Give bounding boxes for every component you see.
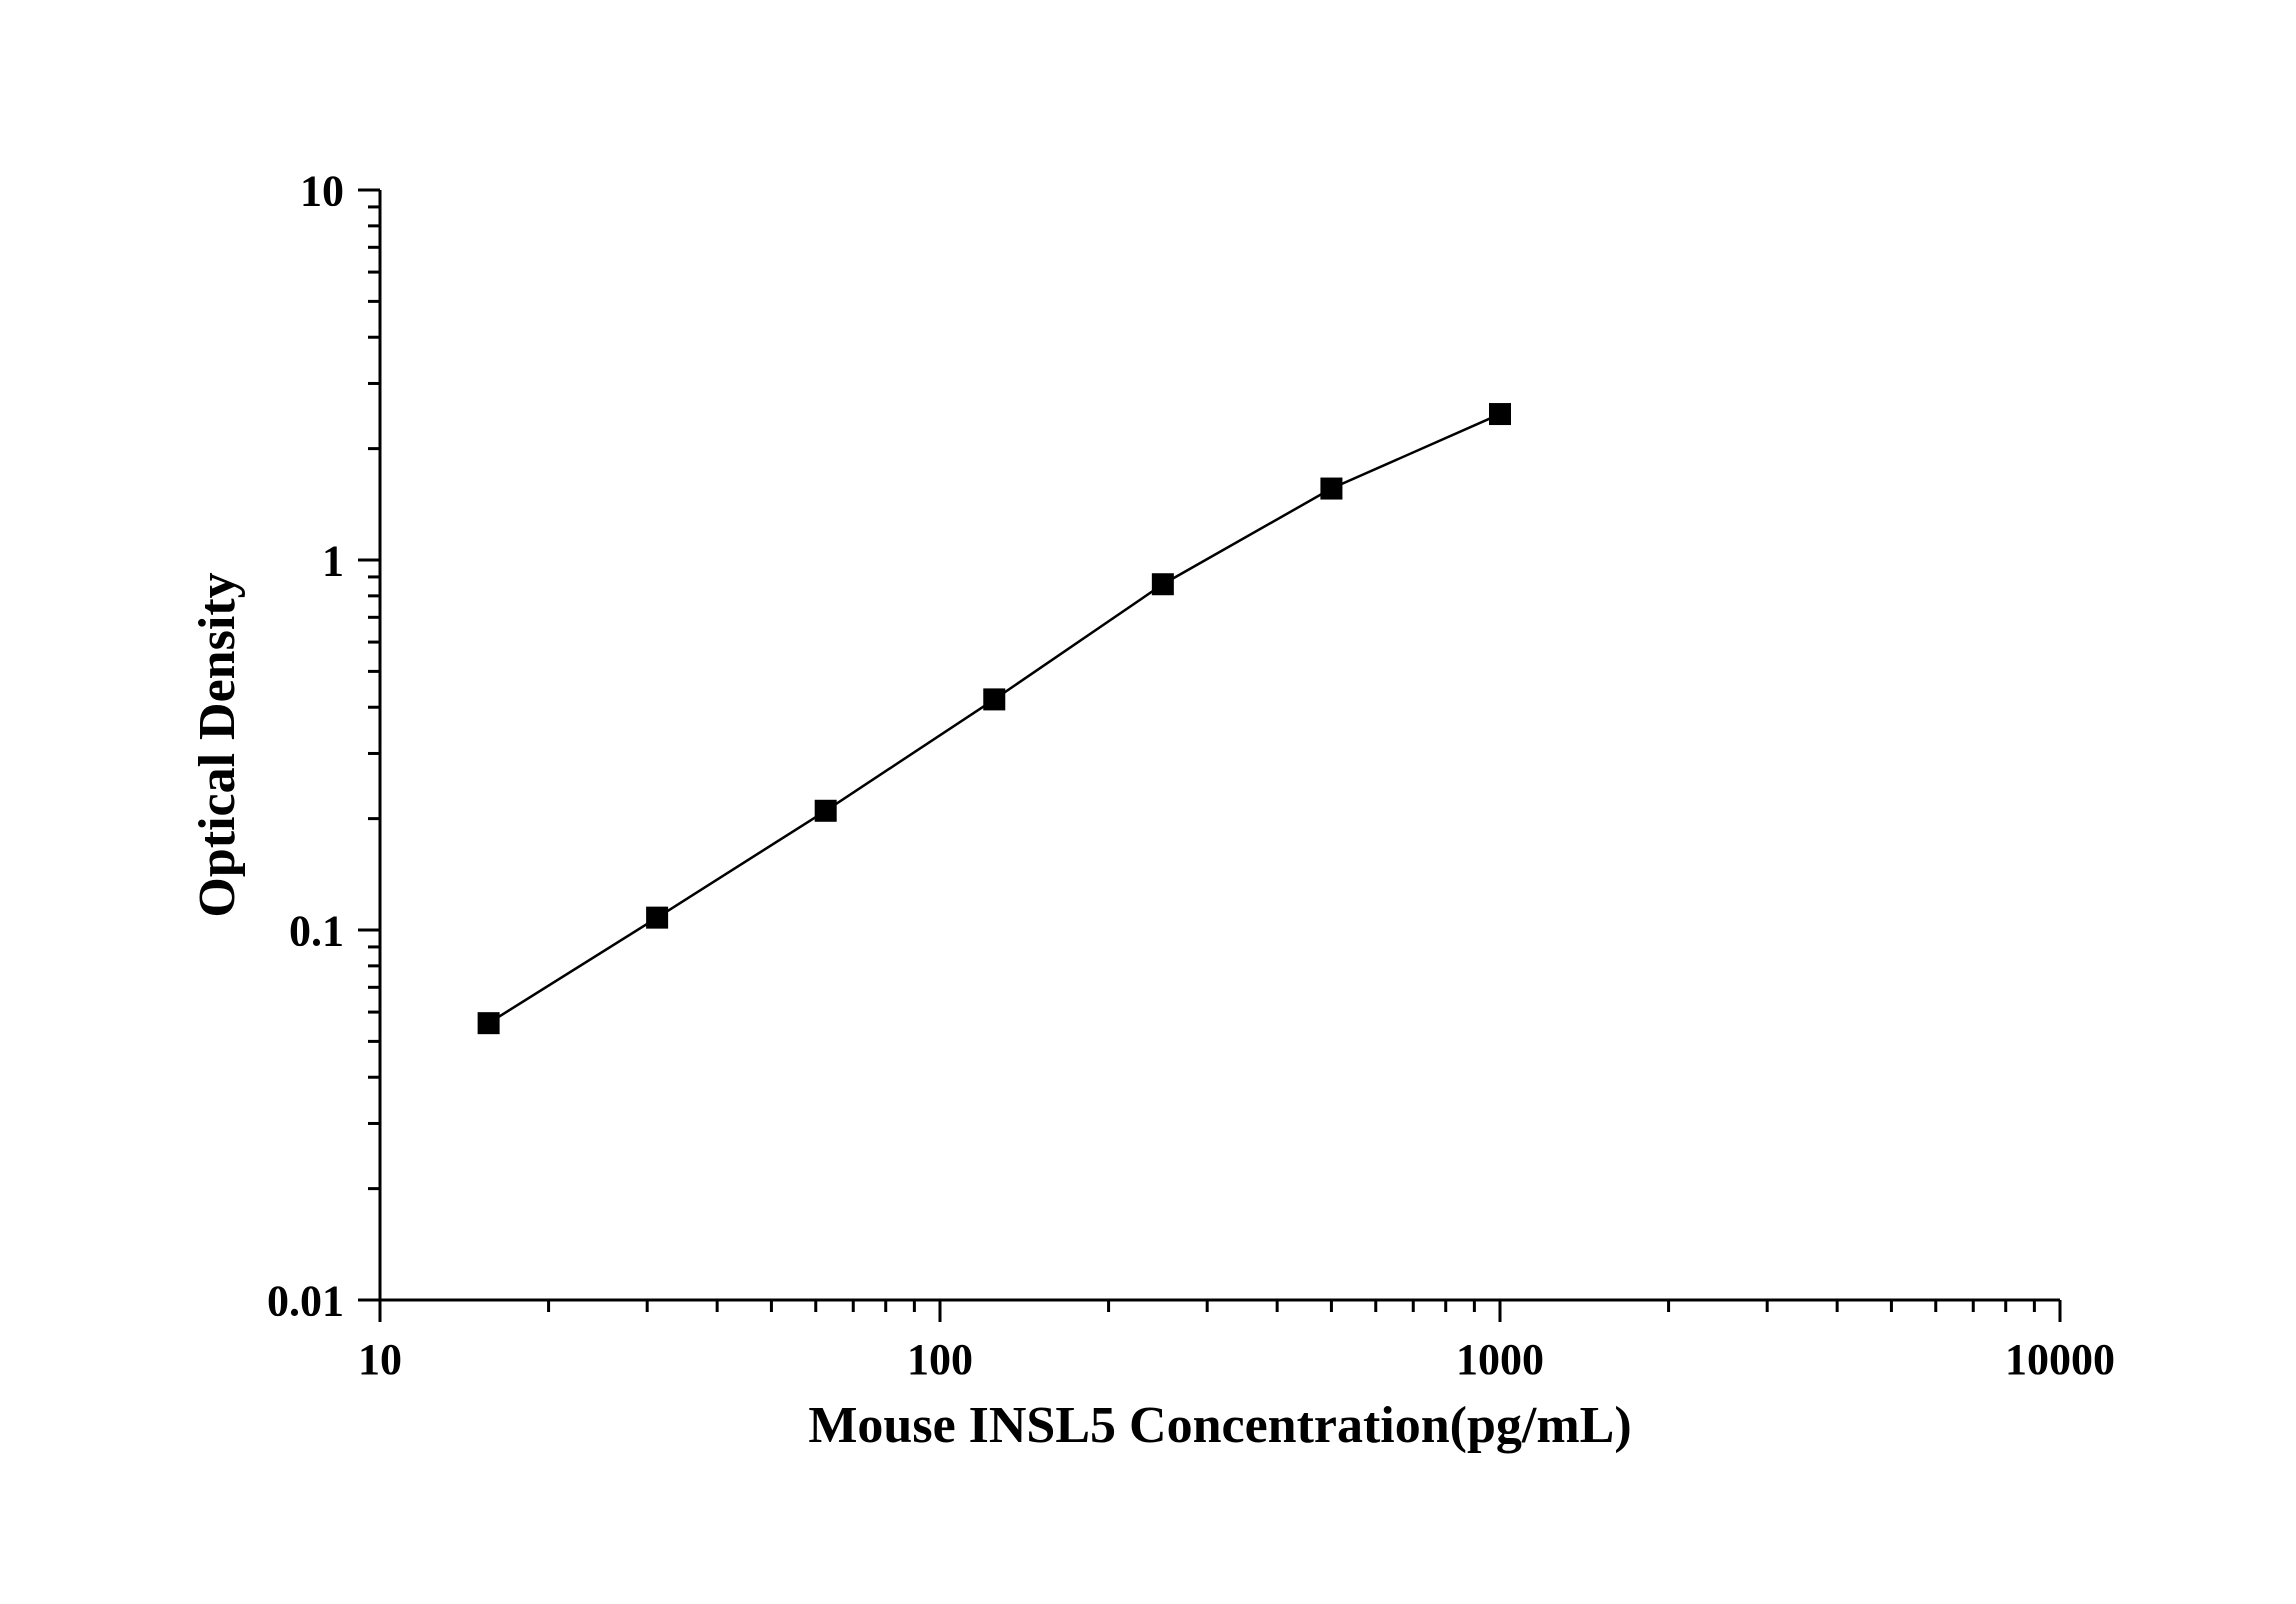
data-point bbox=[478, 1012, 500, 1034]
y-tick-label: 10 bbox=[300, 166, 344, 215]
data-point bbox=[1320, 478, 1342, 500]
chart-container: 10 100 1000 10000 0.01 0.1 1 10 Mouse INSL5 Conc… bbox=[0, 0, 2296, 1604]
data-point bbox=[983, 688, 1005, 710]
x-tick-label: 10000 bbox=[2005, 1335, 2115, 1384]
chart-svg: 10 100 1000 10000 0.01 0.1 1 10 Mouse INSL5 Conc… bbox=[0, 0, 2296, 1604]
x-tick-label: 100 bbox=[907, 1335, 973, 1384]
y-tick-label: 1 bbox=[322, 536, 344, 585]
y-axis-label: Optical Density bbox=[189, 572, 246, 917]
y-tick-label: 0.01 bbox=[267, 1276, 344, 1325]
x-axis-label: Mouse INSL5 Concentration(pg/mL) bbox=[808, 1397, 1631, 1454]
data-point bbox=[815, 800, 837, 822]
x-tick-label: 10 bbox=[358, 1335, 402, 1384]
data-point bbox=[1152, 573, 1174, 595]
data-point bbox=[1489, 403, 1511, 425]
data-point bbox=[646, 907, 668, 929]
x-tick-label: 1000 bbox=[1456, 1335, 1544, 1384]
y-tick-label: 0.1 bbox=[289, 906, 344, 955]
